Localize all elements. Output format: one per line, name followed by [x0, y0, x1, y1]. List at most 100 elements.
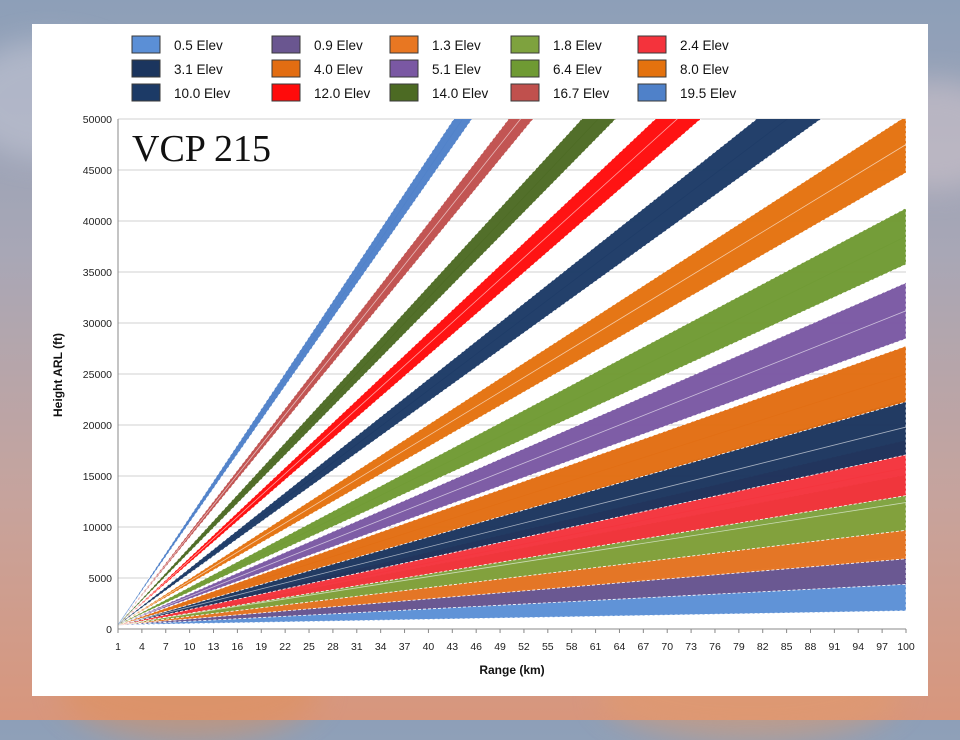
x-tick-label: 31	[351, 641, 363, 653]
beam-band-5_1-elev	[118, 282, 906, 626]
beam-center-line	[118, 426, 906, 626]
x-tick-label: 52	[518, 641, 530, 653]
x-axis-title: Range (km)	[479, 663, 544, 677]
legend-label: 5.1 Elev	[432, 62, 481, 77]
x-tick-label: 76	[709, 641, 721, 653]
beam-center-line	[118, 235, 906, 626]
x-tick-label: 58	[566, 641, 578, 653]
x-tick-label: 34	[375, 641, 387, 653]
beam-band-8_0-elev	[118, 119, 906, 626]
beam-center-line	[118, 144, 906, 626]
legend-label: 6.4 Elev	[553, 62, 602, 77]
legend-swatch	[389, 35, 419, 54]
x-tick-label: 37	[399, 641, 411, 653]
legend-swatch	[637, 59, 667, 78]
beam-height-chart: 0.5 Elev 0.9 Elev 1.3 Elev 1.8 Elev 2.4 Elev…	[51, 35, 915, 677]
legend-label: 1.8 Elev	[553, 38, 602, 53]
beam-band-19_5-elev	[118, 119, 473, 626]
x-tick-label: 49	[494, 641, 506, 653]
x-tick-label: 100	[897, 641, 915, 653]
legend-label: 0.5 Elev	[174, 38, 223, 53]
axes: 0 5000 10000 15000 20000 25000 30000 35000 40000…	[83, 114, 915, 653]
x-tick-label: 79	[733, 641, 745, 653]
y-tick-label: 50000	[83, 114, 112, 126]
x-tick-label: 67	[637, 641, 649, 653]
legend-swatch	[637, 83, 667, 102]
x-tick-label: 16	[232, 641, 244, 653]
legend-swatch	[510, 59, 540, 78]
legend-swatch	[389, 59, 419, 78]
x-tick-label: 61	[590, 641, 602, 653]
beam-center-line	[118, 310, 906, 626]
legend-swatch	[271, 59, 301, 78]
legend-label: 8.0 Elev	[680, 62, 729, 77]
x-tick-label: 55	[542, 641, 554, 653]
beam-center-line	[118, 502, 906, 626]
x-tick-label: 70	[661, 641, 673, 653]
legend-label: 19.5 Elev	[680, 86, 737, 101]
x-tick-label: 73	[685, 641, 697, 653]
legend-swatch	[271, 83, 301, 102]
x-tick-label: 4	[139, 641, 145, 653]
x-tick-label: 25	[303, 641, 315, 653]
y-tick-label: 40000	[83, 216, 112, 228]
legend-label: 1.3 Elev	[432, 38, 481, 53]
x-tick-label: 40	[423, 641, 435, 653]
legend-label: 16.7 Elev	[553, 86, 610, 101]
legend-swatch	[510, 35, 540, 54]
x-tick-label: 85	[781, 641, 793, 653]
legend-swatch	[131, 83, 161, 102]
x-tick-label: 19	[255, 641, 267, 653]
beam-center-line	[118, 119, 678, 626]
legend-label: 10.0 Elev	[174, 86, 231, 101]
x-tick-label: 43	[446, 641, 458, 653]
legend-swatch	[637, 35, 667, 54]
x-tick-label: 1	[115, 641, 121, 653]
x-tick-label: 46	[470, 641, 482, 653]
legend-label: 12.0 Elev	[314, 86, 371, 101]
legend-label: 3.1 Elev	[174, 62, 223, 77]
x-tick-label: 13	[208, 641, 220, 653]
y-tick-label: 15000	[83, 471, 112, 483]
legend-label: 4.0 Elev	[314, 62, 363, 77]
y-tick-label: 0	[106, 624, 112, 636]
x-tick-label: 91	[829, 641, 841, 653]
y-tick-label: 35000	[83, 267, 112, 279]
x-tick-label: 22	[279, 641, 291, 653]
y-tick-label: 45000	[83, 165, 112, 177]
legend-swatch	[510, 83, 540, 102]
beam-center-line	[118, 467, 906, 626]
y-axis-title: Height ARL (ft)	[51, 333, 65, 417]
beam-band-6_4-elev	[118, 207, 906, 626]
beam-center-line	[118, 119, 522, 626]
chart-panel: 0.5 Elev 0.9 Elev 1.3 Elev 1.8 Elev 2.4 Elev…	[32, 24, 928, 696]
x-tick-label: 10	[184, 641, 196, 653]
legend: 0.5 Elev 0.9 Elev 1.3 Elev 1.8 Elev 2.4 Elev…	[131, 35, 737, 102]
legend-swatch	[131, 59, 161, 78]
y-tick-label: 20000	[83, 420, 112, 432]
y-tick-label: 10000	[83, 522, 112, 534]
x-tick-label: 94	[852, 641, 864, 653]
x-tick-label: 88	[805, 641, 817, 653]
y-tick-label: 5000	[89, 573, 113, 585]
x-tick-label: 97	[876, 641, 888, 653]
chart-title: VCP 215	[132, 128, 271, 170]
beam-band-4_0-elev	[118, 345, 906, 626]
beam-center-line	[118, 530, 906, 626]
legend-label: 0.9 Elev	[314, 38, 363, 53]
beam-bands	[118, 119, 906, 626]
beam-band-16_7-elev	[118, 119, 534, 626]
beam-center-line	[118, 373, 906, 626]
legend-swatch	[131, 35, 161, 54]
legend-swatch	[389, 83, 419, 102]
y-tick-label: 25000	[83, 369, 112, 381]
legend-label: 2.4 Elev	[680, 38, 729, 53]
beam-band-10_0-elev	[118, 119, 822, 626]
beam-center-line	[118, 119, 788, 626]
x-tick-label: 7	[163, 641, 169, 653]
x-tick-label: 28	[327, 641, 339, 653]
x-tick-label: 64	[614, 641, 626, 653]
beam-center-line	[118, 119, 464, 626]
legend-label: 14.0 Elev	[432, 86, 489, 101]
beam-center-line	[118, 119, 599, 626]
